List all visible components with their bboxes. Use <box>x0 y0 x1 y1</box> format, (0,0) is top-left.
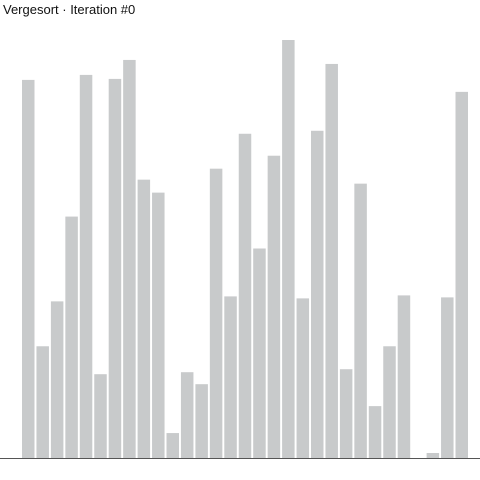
bar-7 <box>108 78 122 459</box>
bar-8 <box>123 59 136 458</box>
bar-18 <box>267 155 281 458</box>
bar-17 <box>253 248 266 458</box>
bar-5 <box>79 74 93 458</box>
bar-13 <box>195 384 208 458</box>
bars-group <box>22 40 468 459</box>
bar-19 <box>282 40 295 458</box>
bar-2 <box>36 346 49 458</box>
bar-25 <box>368 406 382 458</box>
bar-24 <box>354 183 367 458</box>
bar-11 <box>166 433 179 458</box>
bar-23 <box>339 369 353 458</box>
bar-29 <box>426 453 440 458</box>
bar-12 <box>180 372 194 458</box>
bar-1 <box>22 79 35 459</box>
bar-20 <box>296 298 310 458</box>
bar-3 <box>50 301 64 458</box>
bar-6 <box>94 374 107 458</box>
bar-10 <box>152 192 165 458</box>
bar-14 <box>209 168 223 458</box>
bar-16 <box>238 133 252 458</box>
bar-21 <box>311 130 324 458</box>
bar-22 <box>325 63 338 458</box>
iteration-title: Vergesort · Iteration #0 <box>3 2 136 17</box>
bar-4 <box>65 216 78 458</box>
bar-15 <box>224 296 237 458</box>
bar-31 <box>455 91 468 459</box>
bar-30 <box>441 297 454 458</box>
bar-9 <box>137 179 151 458</box>
bar-26 <box>383 346 396 458</box>
bar-27 <box>397 295 411 458</box>
